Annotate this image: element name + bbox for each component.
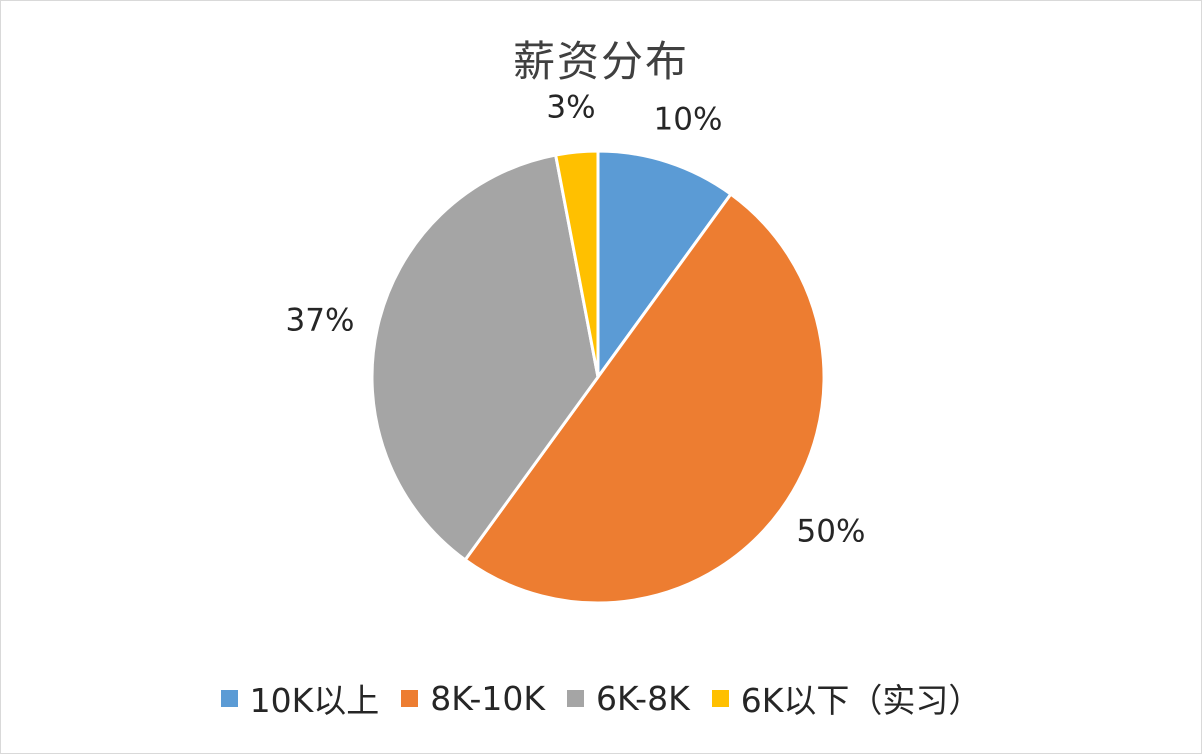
- legend-item-2: 8K-10K: [401, 679, 545, 718]
- legend-label: 10K以上: [249, 681, 380, 720]
- legend-swatch: [401, 689, 419, 707]
- data-label-3: 37%: [286, 303, 355, 339]
- legend-item-3: 6K-8K: [567, 679, 690, 718]
- pie-slice-1: [596, 149, 733, 379]
- legend-swatch: [711, 689, 729, 707]
- legend-swatch: [220, 689, 238, 707]
- legend-item-1: 10K以上: [220, 674, 380, 722]
- legend-label: 6K-8K: [596, 678, 690, 718]
- data-label-2: 50%: [797, 514, 866, 550]
- legend: 10K以上 8K-10K 6K-8K 6K以下（实习）: [0, 672, 1202, 724]
- legend-label: 8K-10K: [430, 678, 545, 718]
- legend-swatch: [567, 689, 584, 707]
- legend-item-4: 6K以下（实习）: [711, 674, 982, 722]
- data-label-1: 10%: [654, 102, 723, 138]
- chart-title: 薪资分布: [512, 37, 689, 86]
- legend-label: 6K以下（实习）: [740, 681, 982, 720]
- pie-slice-4: [554, 149, 600, 379]
- data-label-4: 3%: [546, 90, 595, 126]
- pie-slice-2: [463, 192, 826, 605]
- pie-slice-3: [370, 153, 600, 562]
